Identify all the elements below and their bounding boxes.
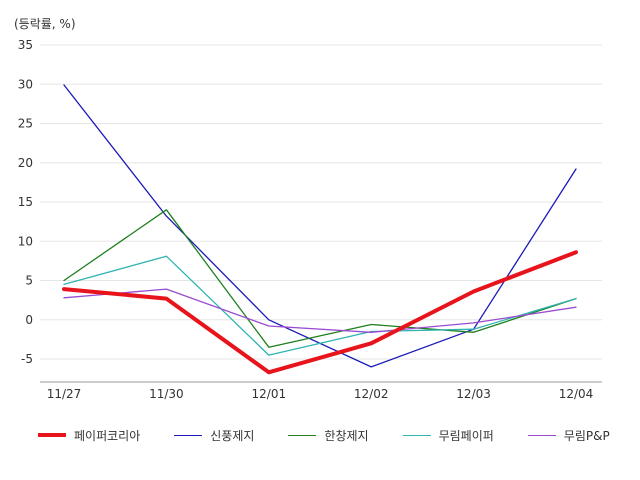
x-axis: 11/27 11/30 12/01 12/02 12/03 12/04 xyxy=(40,381,602,401)
legend-swatch xyxy=(402,434,431,436)
legend-label: 무림페이퍼 xyxy=(438,428,494,443)
series-line xyxy=(62,250,578,375)
y-tick-label: 20 xyxy=(18,156,33,170)
x-tick-label: 11/30 xyxy=(149,387,184,401)
legend-swatch xyxy=(288,434,317,436)
x-tick-label: 12/01 xyxy=(252,387,287,401)
line-chart: (등락률, %) 35 30 25 20 15 10 5 0 -5 11/27 11/30 12/0… xyxy=(14,17,602,401)
y-tick-label: -5 xyxy=(21,352,33,366)
legend-label: 페이퍼코리아 xyxy=(74,428,141,443)
legend-label: 한창제지 xyxy=(324,428,369,443)
series-line xyxy=(63,255,577,356)
x-tick-label: 12/02 xyxy=(354,387,389,401)
y-axis-ticks: 35 30 25 20 15 10 5 0 -5 xyxy=(18,38,33,366)
y-tick-label: 30 xyxy=(18,77,33,91)
legend-item: 신풍제지 xyxy=(174,427,254,444)
series-line xyxy=(63,288,577,333)
y-tick-label: 5 xyxy=(25,274,33,288)
y-tick-label: 10 xyxy=(18,234,33,248)
legend-label: 신풍제지 xyxy=(210,428,255,443)
series-lines xyxy=(62,84,578,375)
legend-item: 한창제지 xyxy=(288,427,369,444)
legend-swatch xyxy=(38,433,66,437)
series-line xyxy=(63,209,577,348)
series-line xyxy=(63,84,577,368)
y-tick-label: 35 xyxy=(18,38,33,52)
legend-swatch xyxy=(527,434,556,436)
y-tick-label: 15 xyxy=(18,195,33,209)
gridlines xyxy=(40,44,602,360)
legend-item: 무림P&P xyxy=(527,427,610,444)
x-tick-label: 11/27 xyxy=(47,387,82,401)
legend-swatch xyxy=(174,434,203,436)
legend-item: 무림페이퍼 xyxy=(402,427,494,444)
y-axis-unit-label: (등락률, %) xyxy=(14,17,76,31)
legend-label: 무림P&P xyxy=(563,428,610,443)
y-tick-label: 0 xyxy=(25,313,33,327)
legend: 페이퍼코리아 신풍제지 한창제지 무림페이퍼 무림P&P xyxy=(38,424,618,446)
y-tick-label: 25 xyxy=(18,117,33,131)
legend-item: 페이퍼코리아 xyxy=(38,427,140,444)
x-tick-label: 12/03 xyxy=(456,387,491,401)
x-tick-label: 12/04 xyxy=(559,387,594,401)
